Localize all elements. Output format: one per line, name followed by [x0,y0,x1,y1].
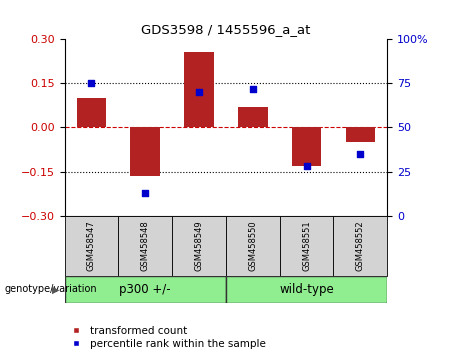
Bar [77,98,106,127]
Text: ▶: ▶ [53,284,60,295]
Bar [172,216,226,276]
Point [142,190,149,196]
Bar [184,52,214,127]
Bar [65,276,226,303]
Bar [226,216,280,276]
Text: genotype/variation: genotype/variation [5,284,97,295]
Bar [280,216,333,276]
Bar [118,216,172,276]
Legend: transformed count, percentile rank within the sample: transformed count, percentile rank withi… [65,326,266,349]
Title: GDS3598 / 1455596_a_at: GDS3598 / 1455596_a_at [141,23,311,36]
Text: GSM458547: GSM458547 [87,221,96,272]
Text: GSM458551: GSM458551 [302,221,311,272]
Text: p300 +/-: p300 +/- [119,283,171,296]
Bar [292,127,321,166]
Text: GSM458549: GSM458549 [195,221,203,272]
Text: wild-type: wild-type [279,283,334,296]
Bar [238,107,267,127]
Text: GSM458550: GSM458550 [248,221,257,272]
Bar [346,127,375,142]
Bar [130,127,160,176]
Point [88,80,95,86]
Text: GSM458552: GSM458552 [356,221,365,272]
Point [249,86,256,91]
Point [303,164,310,169]
Bar [65,216,118,276]
Bar [333,216,387,276]
Point [357,151,364,157]
Bar [226,276,387,303]
Point [195,89,203,95]
Text: GSM458548: GSM458548 [141,221,150,272]
